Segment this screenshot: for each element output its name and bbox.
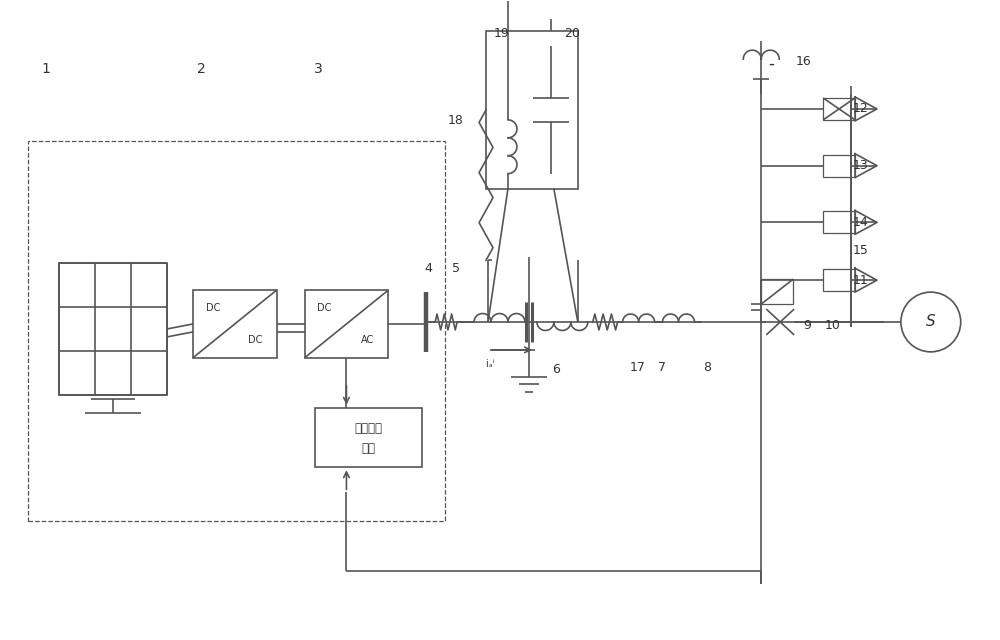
Bar	[305, 290, 388, 358]
Bar	[823, 269, 855, 291]
Bar	[823, 211, 855, 234]
Text: DC: DC	[317, 303, 332, 314]
Text: 8: 8	[703, 362, 711, 374]
Text: 11: 11	[853, 274, 869, 287]
Bar	[486, 31, 578, 189]
Bar	[823, 155, 855, 177]
Bar	[59, 263, 167, 395]
Text: 16: 16	[795, 54, 811, 68]
Bar	[315, 408, 422, 467]
Text: 20: 20	[564, 27, 580, 40]
Circle shape	[901, 292, 961, 352]
Text: 7: 7	[658, 362, 666, 374]
Text: DC: DC	[248, 335, 263, 344]
Text: 1: 1	[42, 62, 51, 76]
Bar	[761, 279, 793, 304]
Bar	[28, 141, 445, 521]
Text: 9: 9	[803, 319, 811, 332]
Text: 6: 6	[552, 364, 560, 376]
Text: 5: 5	[452, 262, 460, 275]
Text: 15: 15	[853, 244, 869, 257]
Text: DC: DC	[206, 303, 220, 314]
Text: 13: 13	[853, 159, 869, 172]
Text: 19: 19	[494, 27, 510, 40]
Text: iₐⁱ⁣: iₐⁱ⁣	[486, 359, 494, 369]
Bar	[823, 98, 855, 120]
Text: 10: 10	[825, 319, 841, 332]
Text: 18: 18	[447, 115, 463, 127]
Text: AC: AC	[361, 335, 374, 344]
Text: 2: 2	[197, 62, 206, 76]
Text: 4: 4	[424, 262, 432, 275]
Text: -: -	[768, 55, 774, 73]
Text: 17: 17	[630, 362, 646, 374]
Bar	[193, 290, 277, 358]
Text: 零序电流: 零序电流	[354, 422, 382, 435]
Text: 14: 14	[853, 216, 869, 229]
Text: 12: 12	[853, 102, 869, 115]
Text: S: S	[926, 314, 936, 330]
Text: 注入: 注入	[361, 442, 375, 455]
Text: 3: 3	[314, 62, 323, 76]
